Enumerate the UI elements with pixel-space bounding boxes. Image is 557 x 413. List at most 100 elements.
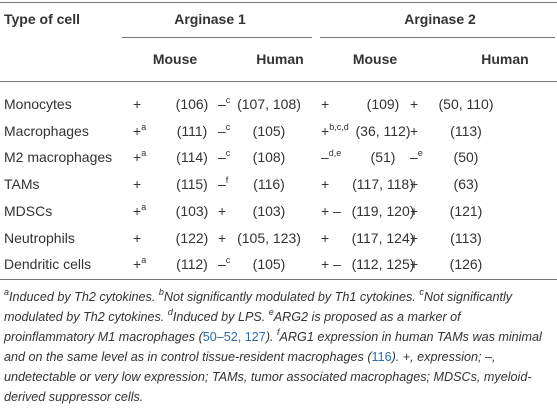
- footnote-mark: a: [141, 121, 147, 132]
- sign-symbol: +: [321, 176, 330, 193]
- sign: +a: [133, 202, 146, 220]
- sign-symbol: +: [321, 96, 330, 112]
- footnotes: aInduced by Th2 cytokines. bNot signific…: [4, 287, 552, 407]
- footnote-text: Induced by LPS.: [172, 310, 266, 324]
- row-label: Macrophages: [4, 122, 89, 139]
- reference: (114): [176, 149, 208, 166]
- footnote-mark: c: [419, 287, 424, 297]
- reference: (122): [175, 229, 209, 246]
- sign-symbol: +: [133, 256, 142, 273]
- sign-symbol: –: [321, 149, 329, 166]
- header-rule: [0, 81, 557, 82]
- footnote-mark: c: [225, 95, 231, 105]
- sign-symbol: –: [218, 122, 226, 139]
- reference: (36, 112): [355, 122, 411, 139]
- sign-symbol: + –: [321, 256, 341, 273]
- footnote-text: ARG1 expression in human TAMs was minima…: [4, 330, 542, 364]
- footnote-text: Induced by Th2 cytokines.: [9, 290, 156, 304]
- sign-symbol: –: [218, 149, 226, 166]
- footnote-text: ARG2 is proposed as a marker of proinfla…: [4, 310, 461, 344]
- sign-symbol: –: [218, 256, 226, 273]
- reference: (103): [252, 202, 286, 219]
- sign-symbol: +: [410, 229, 419, 246]
- reference: (105): [252, 256, 286, 273]
- sign: +b,c,d: [321, 122, 349, 140]
- sign-symbol: +: [410, 176, 419, 193]
- sign: +: [133, 229, 141, 247]
- reference: (112, 125): [351, 256, 415, 273]
- reference: (107, 108): [237, 96, 301, 112]
- sign: –d,e: [321, 148, 341, 166]
- column-header: Human: [481, 51, 529, 67]
- reference: (113): [450, 229, 482, 246]
- reference: (119, 120): [351, 202, 415, 219]
- sign: +: [133, 175, 141, 193]
- reference: (115): [176, 176, 208, 193]
- footnote-mark: e: [268, 307, 274, 317]
- reference: (126): [449, 256, 483, 273]
- reference: (112): [176, 256, 208, 273]
- sign: +: [218, 202, 226, 220]
- top-rule: [0, 2, 557, 3]
- row-label: Dendritic cells: [4, 256, 92, 273]
- sign-symbol: –: [410, 149, 418, 166]
- reference: (63): [453, 176, 479, 193]
- group-header: Arginase 2: [404, 11, 476, 27]
- sign-symbol: +: [133, 176, 142, 193]
- sign-symbol: +: [218, 229, 227, 246]
- sign-symbol: +: [410, 96, 419, 112]
- sign-symbol: +: [410, 256, 419, 273]
- footnote-mark: a: [141, 255, 147, 266]
- reference: (121): [449, 202, 483, 219]
- row-label: Neutrophils: [4, 229, 75, 246]
- sign: –c: [218, 148, 230, 166]
- reference: (116): [253, 176, 285, 193]
- footnote-mark: a: [141, 148, 147, 159]
- reference: (103): [175, 202, 209, 219]
- footnote-mark: d: [167, 307, 173, 317]
- footnote-text: Not significantly modulated by Th1 cytok…: [163, 290, 416, 304]
- sign-symbol: +: [321, 122, 330, 139]
- sign-symbol: +: [133, 202, 142, 219]
- reference: 116: [371, 350, 392, 364]
- sign-symbol: +: [218, 202, 227, 219]
- footnote-mark: a: [4, 287, 10, 297]
- footnote-mark: f: [225, 175, 229, 186]
- reference: (106): [175, 96, 209, 112]
- sign: +a: [133, 255, 146, 273]
- row-label: TAMs: [4, 176, 40, 193]
- reference: (109): [366, 96, 400, 112]
- column-header: Mouse: [152, 51, 198, 67]
- sign: +: [321, 229, 329, 247]
- sign: +: [410, 255, 418, 273]
- reference: (50, 110): [438, 96, 494, 112]
- sign: +: [410, 175, 418, 193]
- sign-symbol: –: [218, 96, 226, 112]
- sign: +: [321, 95, 329, 113]
- sign-symbol: +: [321, 229, 330, 246]
- sign-symbol: +: [133, 122, 142, 139]
- sign: + –: [321, 202, 341, 220]
- sign-symbol: + –: [321, 202, 341, 219]
- reference: (105): [252, 122, 286, 139]
- group-rule: [320, 37, 555, 38]
- row-label: MDSCs: [4, 202, 53, 219]
- reference: (108): [252, 149, 286, 166]
- reference: (50): [453, 149, 479, 166]
- reference: (113): [450, 122, 482, 139]
- footnote-mark: f: [277, 327, 280, 337]
- footnote-mark: c: [225, 255, 231, 266]
- sign: +: [321, 175, 329, 193]
- sign-symbol: +: [133, 149, 142, 166]
- reference: (117, 118): [352, 176, 414, 193]
- reference: (111): [176, 122, 208, 139]
- column-header: Human: [256, 51, 304, 67]
- reference: (105, 123): [237, 229, 301, 246]
- sign: + –: [321, 255, 341, 273]
- sign-symbol: +: [410, 122, 419, 139]
- sign-symbol: +: [133, 96, 142, 112]
- sign: +: [410, 229, 418, 247]
- sign: +: [133, 95, 141, 113]
- sign: –c: [218, 122, 230, 140]
